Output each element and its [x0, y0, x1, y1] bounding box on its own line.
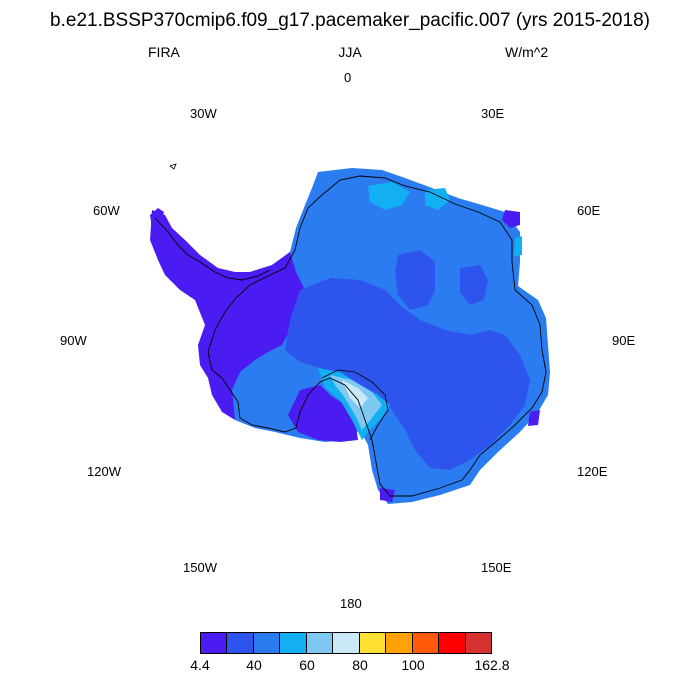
antarctica-field: [150, 163, 550, 504]
lon-label-120e: 120E: [577, 464, 608, 479]
lon-label-30e: 30E: [481, 106, 505, 121]
interior-dark-patch-3: [460, 265, 488, 305]
coastal-cyan-4: [514, 236, 522, 256]
coastal-cyan-2: [425, 188, 450, 210]
interior-dark-patch-2: [395, 250, 435, 310]
colorbar-swatch-7: [386, 633, 413, 653]
units-label: W/m^2: [505, 44, 549, 60]
lon-label-90e: 90E: [612, 333, 636, 348]
colorbar-label-40: 40: [246, 657, 262, 673]
west-antarctica-purple: [150, 210, 305, 420]
colorbar-label-min: 4.4: [190, 657, 210, 673]
colorbar-swatch-9: [439, 633, 466, 653]
lon-label-0: 0: [344, 70, 352, 85]
lon-label-150e: 150E: [481, 560, 512, 575]
lon-label-90w: 90W: [60, 333, 87, 348]
lon-label-180: 180: [340, 596, 362, 611]
ross-ice-shelf-line: [321, 369, 389, 441]
colorbar-swatch-10: [465, 633, 491, 653]
colorbar-swatch-2: [253, 633, 281, 653]
colorbar: [200, 632, 492, 654]
plot-title: b.e21.BSSP370cmip6.f09_g17.pacemaker_pac…: [50, 10, 650, 31]
ross-region-purple: [288, 385, 358, 442]
colorbar-swatch-3: [280, 633, 307, 653]
colorbar-swatch-8: [412, 633, 440, 653]
coastline: [207, 175, 547, 497]
coastal-purple-3: [380, 488, 395, 502]
peninsula-coastline: [154, 217, 271, 281]
colorbar-label-max: 162.8: [474, 657, 510, 673]
interior-dark-patch-1: [285, 278, 530, 470]
coastal-purple-2: [528, 410, 540, 426]
lon-label-120w: 120W: [87, 464, 121, 479]
lon-label-60w: 60W: [93, 203, 120, 218]
season-label: JJA: [338, 44, 362, 60]
colorbar-label-80: 80: [352, 657, 368, 673]
lon-label-60e: 60E: [577, 203, 601, 218]
colorbar-swatch-0: [201, 633, 228, 653]
peninsula-tip-purple: [150, 208, 164, 228]
colorbar-swatch-4: [306, 633, 334, 653]
lon-label-30w: 30W: [190, 106, 217, 121]
colorbar-swatch-1: [227, 633, 254, 653]
variable-label: FIRA: [148, 44, 180, 60]
coastal-cyan-1: [368, 182, 410, 210]
colorbar-label-60: 60: [299, 657, 315, 673]
lon-label-150w: 150W: [183, 560, 217, 575]
coastal-purple-1: [502, 210, 520, 228]
colorbar-swatch-5: [333, 633, 360, 653]
colorbar-label-100: 100: [401, 657, 425, 673]
coastal-pale-2: [342, 380, 368, 408]
colorbar-swatch-6: [359, 633, 387, 653]
small-island: [169, 163, 177, 170]
